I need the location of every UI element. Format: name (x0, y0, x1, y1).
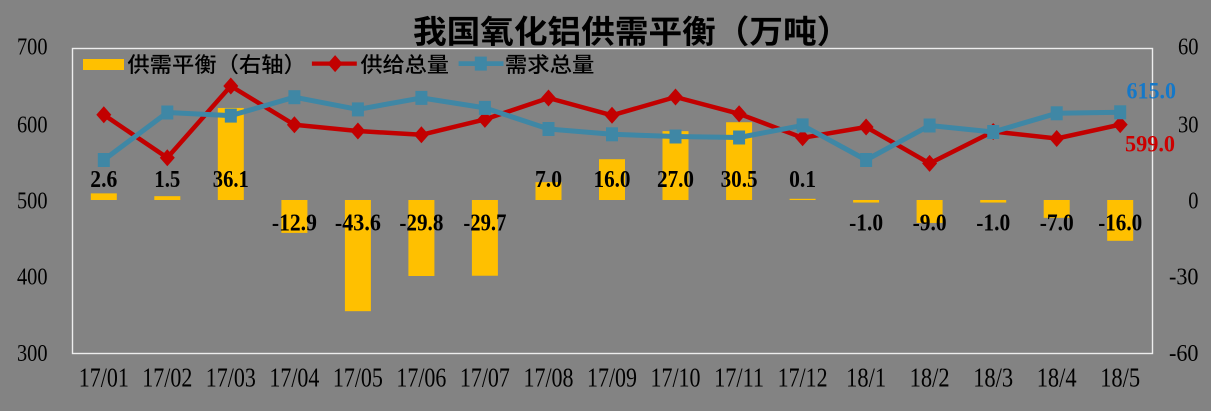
svg-text:-12.9: -12.9 (272, 210, 317, 236)
svg-text:0: 0 (1188, 188, 1198, 215)
svg-text:18/2: 18/2 (910, 363, 950, 393)
svg-text:300: 300 (17, 340, 48, 367)
svg-text:2.6: 2.6 (90, 167, 117, 193)
svg-text:615.0: 615.0 (1127, 79, 1177, 104)
svg-text:16.0: 16.0 (594, 167, 631, 193)
svg-text:17/02: 17/02 (142, 363, 192, 393)
svg-text:18/1: 18/1 (846, 363, 886, 393)
svg-text:30.5: 30.5 (721, 167, 758, 193)
svg-text:17/03: 17/03 (206, 363, 256, 393)
svg-text:700: 700 (17, 34, 48, 61)
svg-text:7.0: 7.0 (535, 167, 562, 193)
svg-text:17/01: 17/01 (79, 363, 129, 393)
svg-text:-16.0: -16.0 (1098, 210, 1142, 236)
svg-text:-60: -60 (1169, 340, 1199, 367)
svg-text:0.1: 0.1 (789, 167, 816, 193)
svg-text:-1.0: -1.0 (976, 210, 1010, 236)
svg-text:17/05: 17/05 (333, 363, 383, 393)
svg-text:17/12: 17/12 (778, 363, 828, 393)
svg-text:36.1: 36.1 (213, 167, 249, 193)
svg-text:-43.6: -43.6 (335, 210, 381, 236)
svg-text:27.0: 27.0 (657, 167, 694, 193)
svg-text:500: 500 (17, 188, 48, 215)
svg-text:18/3: 18/3 (973, 363, 1013, 393)
svg-text:17/06: 17/06 (396, 363, 446, 393)
svg-text:-7.0: -7.0 (1040, 210, 1074, 236)
svg-text:599.0: 599.0 (1125, 132, 1175, 157)
svg-text:17/08: 17/08 (524, 363, 574, 393)
svg-text:60: 60 (1178, 34, 1199, 61)
svg-text:600: 600 (17, 112, 48, 139)
svg-text:17/04: 17/04 (269, 363, 319, 393)
svg-text:-1.0: -1.0 (849, 210, 883, 236)
svg-text:18/4: 18/4 (1037, 363, 1077, 393)
svg-text:18/5: 18/5 (1100, 363, 1140, 393)
svg-text:1.5: 1.5 (154, 167, 180, 193)
svg-text:-30: -30 (1169, 264, 1199, 291)
svg-text:17/10: 17/10 (651, 363, 701, 393)
svg-text:17/11: 17/11 (714, 363, 764, 393)
svg-text:17/07: 17/07 (460, 363, 510, 393)
svg-text:17/09: 17/09 (587, 363, 637, 393)
svg-text:-9.0: -9.0 (913, 210, 947, 236)
svg-text:400: 400 (17, 264, 48, 291)
svg-text:30: 30 (1178, 112, 1199, 139)
svg-text:-29.7: -29.7 (463, 210, 506, 236)
svg-text:-29.8: -29.8 (399, 210, 443, 236)
